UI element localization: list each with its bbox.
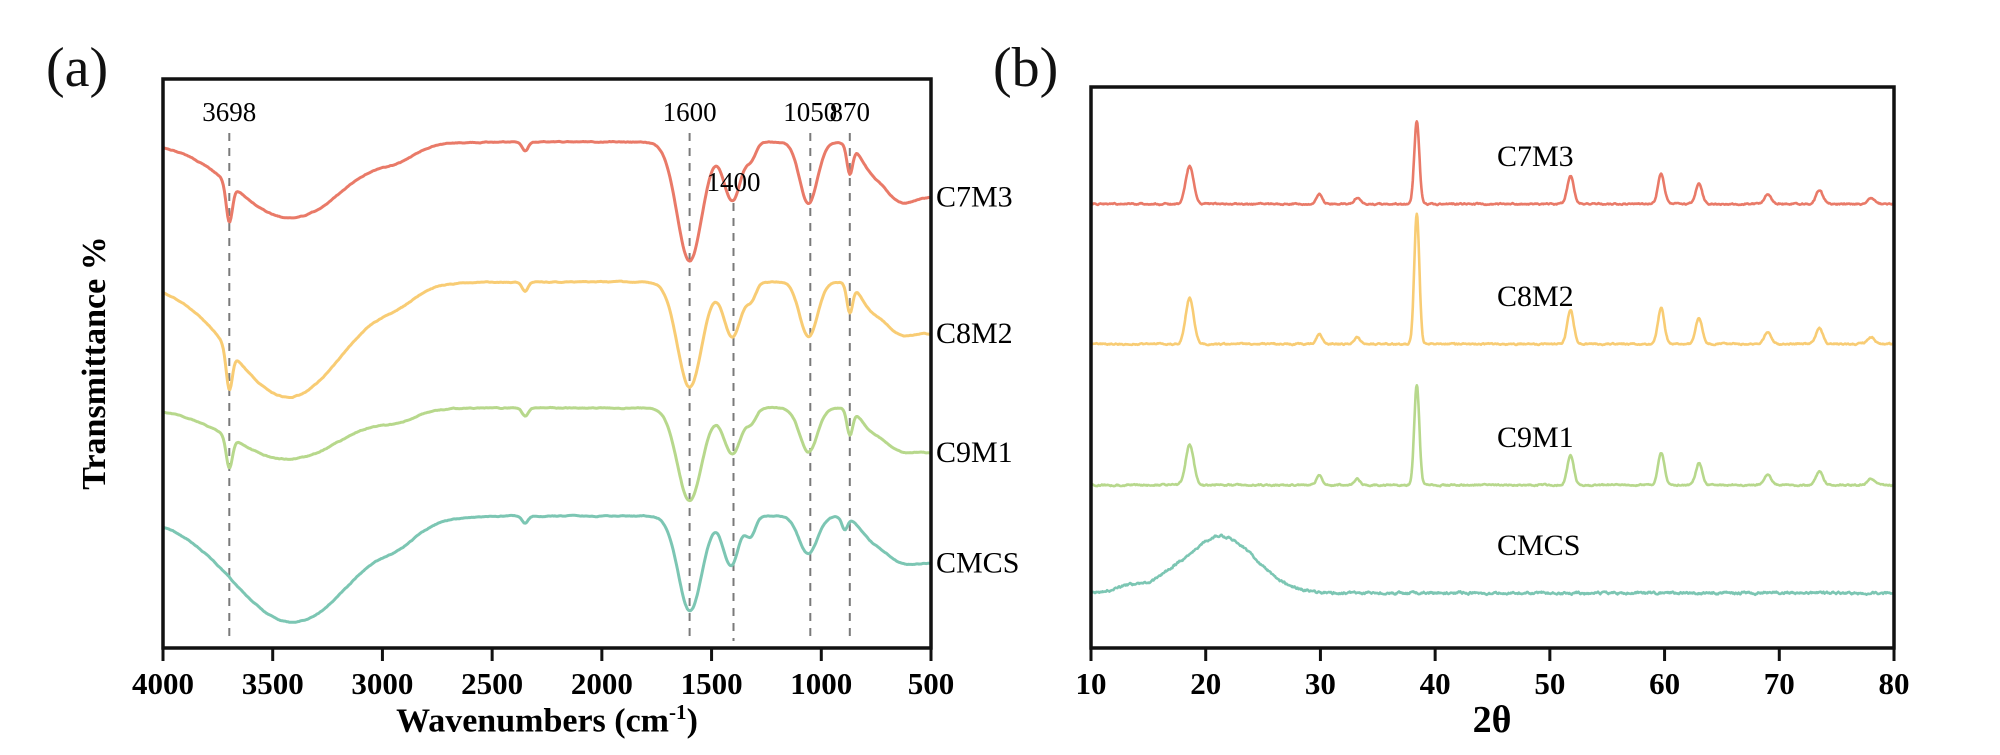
xrd-axes-frame: [1089, 85, 1896, 650]
axes-layer: [161, 77, 1896, 661]
ftir-x-tick-label: 4000: [132, 666, 194, 701]
xrd-x-tick-label: 50: [1534, 666, 1565, 701]
band-annotation-1050: 1050: [783, 97, 837, 127]
ftir-x-axis-title-main: Wavenumbers (cm: [396, 702, 670, 740]
band-annotation-3698: 3698: [202, 97, 256, 127]
ftir-x-tick-label: 3500: [242, 666, 304, 701]
xrd-series-label-C7M3: C7M3: [1497, 140, 1574, 173]
band-annotation-870: 870: [830, 97, 871, 127]
ftir-x-tick-label: 500: [908, 666, 955, 701]
ftir-x-tick-label: 1500: [681, 666, 743, 701]
ftir-x-tick-label: 2000: [571, 666, 633, 701]
xrd-x-tick-label: 60: [1649, 666, 1680, 701]
xrd-x-tick-label: 30: [1305, 666, 1336, 701]
xrd-x-tick-label: 70: [1764, 666, 1795, 701]
xrd-curve-C9M1: [1089, 384, 1896, 488]
xrd-x-tick-label: 40: [1420, 666, 1451, 701]
ftir-curves-layer: [161, 139, 933, 624]
xrd-curves-layer: [1089, 120, 1896, 597]
xrd-x-tick-label: 10: [1076, 666, 1107, 701]
ftir-x-axis-title-sup: -1: [669, 700, 687, 724]
ftir-x-tick-label: 2500: [461, 666, 523, 701]
ftir-curve-CMCS: [161, 513, 933, 624]
band-annotation-1600: 1600: [663, 97, 717, 127]
panel-a-label: (a): [46, 37, 109, 99]
ftir-x-tick-label: 1000: [790, 666, 852, 701]
ftir-series-label-C9M1: C9M1: [936, 436, 1013, 469]
guide-lines-layer: [228, 133, 851, 641]
xrd-x-tick-label: 20: [1190, 666, 1221, 701]
xrd-series-label-C8M2: C8M2: [1497, 280, 1574, 313]
xrd-curve-CMCS: [1089, 533, 1896, 597]
ftir-x-axis-title: Wavenumbers (cm-1): [396, 700, 698, 740]
xrd-series-label-CMCS: CMCS: [1497, 529, 1580, 562]
ftir-y-axis-title: Transmittance %: [76, 236, 113, 490]
ftir-curve-C8M2: [161, 279, 933, 399]
xrd-series-label-C9M1: C9M1: [1497, 421, 1574, 454]
xrd-curve-C8M2: [1089, 212, 1896, 347]
ftir-curve-C9M1: [161, 405, 933, 503]
xrd-x-tick-label: 80: [1879, 666, 1910, 701]
band-annotation-1400: 1400: [707, 167, 761, 197]
panel-b-label: (b): [993, 37, 1059, 99]
ftir-curve-C7M3: [161, 139, 933, 263]
xrd-curve-C7M3: [1089, 120, 1896, 207]
ftir-series-label-C8M2: C8M2: [936, 317, 1013, 350]
ftir-x-tick-label: 3000: [351, 666, 413, 701]
xrd-x-axis-title: 2θ: [1472, 699, 1512, 741]
ftir-series-label-C7M3: C7M3: [936, 181, 1013, 214]
ftir-x-axis-title-end: ): [686, 702, 698, 740]
ftir-series-label-CMCS: CMCS: [936, 547, 1019, 580]
ftir-axes-frame: [161, 77, 933, 650]
